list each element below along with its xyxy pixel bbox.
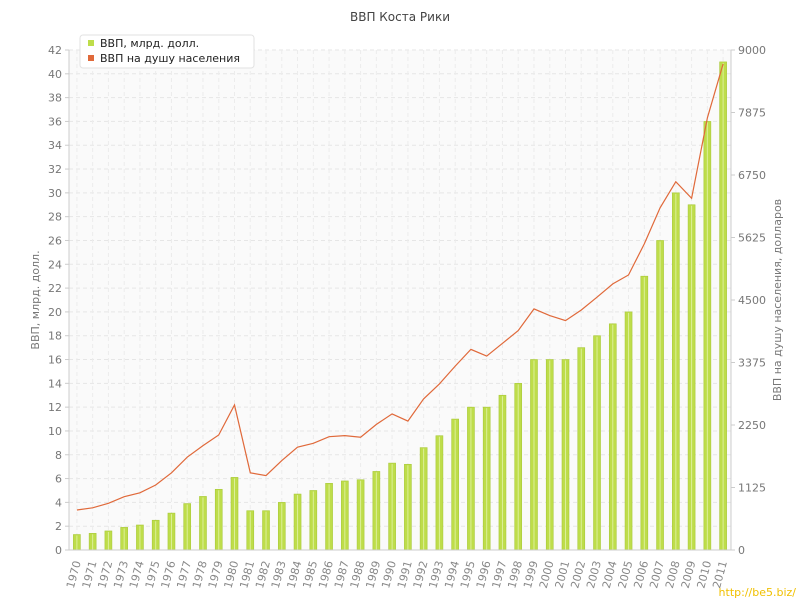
per-capita-line [76,63,724,511]
y2-tick-label: 5625 [738,232,766,245]
y-tick-label: 24 [48,258,62,271]
legend-label-gdp: ВВП, млрд. долл. [100,37,199,50]
y-tick-label: 42 [48,44,62,57]
y-tick-label: 26 [48,234,62,247]
y2-axis-label: ВВП на душу населения, долларов [771,199,784,401]
y-tick-label: 40 [48,68,62,81]
y-tick-label: 8 [55,449,62,462]
y2-tick-label: 3375 [738,357,766,370]
bar-series [73,61,727,551]
y2-tick-label: 9000 [738,44,766,57]
y-tick-label: 22 [48,282,62,295]
y-tick-label: 14 [48,377,62,390]
y2-tick-label: 2250 [738,419,766,432]
legend-swatch-per-capita [88,55,94,61]
y-tick-label: 20 [48,306,62,319]
y-tick-label: 10 [48,425,62,438]
y2-tick-label: 4500 [738,294,766,307]
x-axis-ticks: 1970197119721973197419751976197719781979… [64,559,730,589]
right-axis-ticks: 0 1125 2250 3375 4500 5625 6750 7875 9000 [731,44,766,557]
y2-tick-label: 7875 [738,107,766,120]
y-tick-label: 34 [48,139,62,152]
y-tick-label: 36 [48,115,62,128]
legend-label-per-capita: ВВП на душу населения [100,52,240,65]
y-tick-label: 6 [55,473,62,486]
y-tick-label: 2 [55,520,62,533]
y-tick-label: 38 [48,92,62,105]
chart-title: ВВП Коста Рики [350,10,450,24]
y2-tick-label: 1125 [738,482,766,495]
y-tick-label: 4 [55,496,62,509]
legend: ВВП, млрд. долл. ВВП на душу населения [79,34,255,69]
y-tick-label: 0 [55,544,62,557]
plot-area [69,50,731,550]
y-tick-label: 28 [48,211,62,224]
legend-box [79,34,255,69]
y-tick-label: 16 [48,354,62,367]
y-tick-label: 12 [48,401,62,414]
y-tick-label: 18 [48,330,62,343]
y-tick-label: 32 [48,163,62,176]
y-axis-label: ВВП, млрд. долл. [29,250,42,349]
watermark: http://be5.biz/ [719,586,797,599]
y2-tick-label: 0 [738,544,745,557]
legend-swatch-gdp [88,40,94,46]
y2-tick-label: 6750 [738,169,766,182]
y-tick-label: 30 [48,187,62,200]
